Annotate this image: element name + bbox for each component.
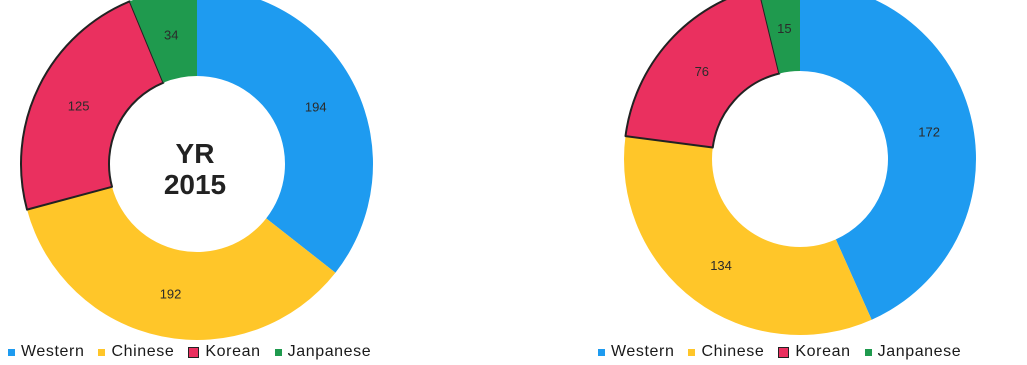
- legend-label-janpanese: Janpanese: [877, 343, 962, 360]
- data-label-chinese: 134: [710, 258, 732, 273]
- legend-item-janpanese: Janpanese: [274, 343, 372, 361]
- legend-swatch-janpanese: [274, 348, 282, 356]
- legend-item-korean: Korean: [778, 343, 850, 361]
- donut-chart-2015: 194 192 125 34: [20, 0, 373, 341]
- legend-swatch-western: [8, 348, 15, 356]
- legend-item-western: Western: [8, 343, 84, 361]
- data-label-western: 172: [918, 125, 940, 140]
- legend-swatch-janpanese: [864, 348, 872, 356]
- data-label-chinese: 192: [160, 286, 182, 301]
- data-label-janpanese: 15: [777, 21, 791, 36]
- slice-chinese: [27, 186, 336, 341]
- legend-label-chinese: Chinese: [111, 343, 175, 360]
- center-label-line-2: 2015: [163, 169, 227, 200]
- legend-swatch-korean: [188, 346, 200, 358]
- legend-item-western: Western: [598, 343, 674, 361]
- donut-chart-2: 172 134 76 15: [624, 0, 976, 336]
- slice-janpanese: [761, 0, 800, 74]
- legend-chart-1: Western Chinese Korean Janpanese: [8, 343, 371, 361]
- legend-label-korean: Korean: [795, 343, 851, 360]
- slice-korean: [20, 0, 165, 211]
- slice-janpanese: [129, 0, 197, 83]
- data-label-western: 194: [305, 99, 327, 114]
- slice-western: [800, 0, 976, 320]
- data-label-korean: 76: [695, 64, 709, 79]
- center-label-line-1: YR: [175, 138, 215, 169]
- legend-label-janpanese: Janpanese: [287, 343, 372, 360]
- legend-item-janpanese: Janpanese: [864, 343, 962, 361]
- legend-label-chinese: Chinese: [701, 343, 765, 360]
- legend-label-western: Western: [21, 343, 85, 360]
- legend-swatch-chinese: [98, 348, 106, 356]
- donut-center-label: YR 2015: [120, 138, 270, 200]
- legend-item-chinese: Chinese: [688, 343, 764, 361]
- slice-chinese: [624, 136, 872, 336]
- data-label-janpanese: 34: [164, 28, 178, 43]
- legend-label-western: Western: [611, 343, 675, 360]
- legend-swatch-western: [598, 348, 605, 356]
- slice-western: [197, 0, 373, 273]
- legend-label-korean: Korean: [205, 343, 261, 360]
- legend-swatch-chinese: [688, 348, 696, 356]
- legend-item-korean: Korean: [188, 343, 260, 361]
- legend-chart-2: Western Chinese Korean Janpanese: [598, 343, 961, 361]
- legend-swatch-korean: [778, 346, 790, 358]
- slice-korean: [624, 0, 781, 149]
- legend-item-chinese: Chinese: [98, 343, 174, 361]
- data-label-korean: 125: [68, 99, 90, 114]
